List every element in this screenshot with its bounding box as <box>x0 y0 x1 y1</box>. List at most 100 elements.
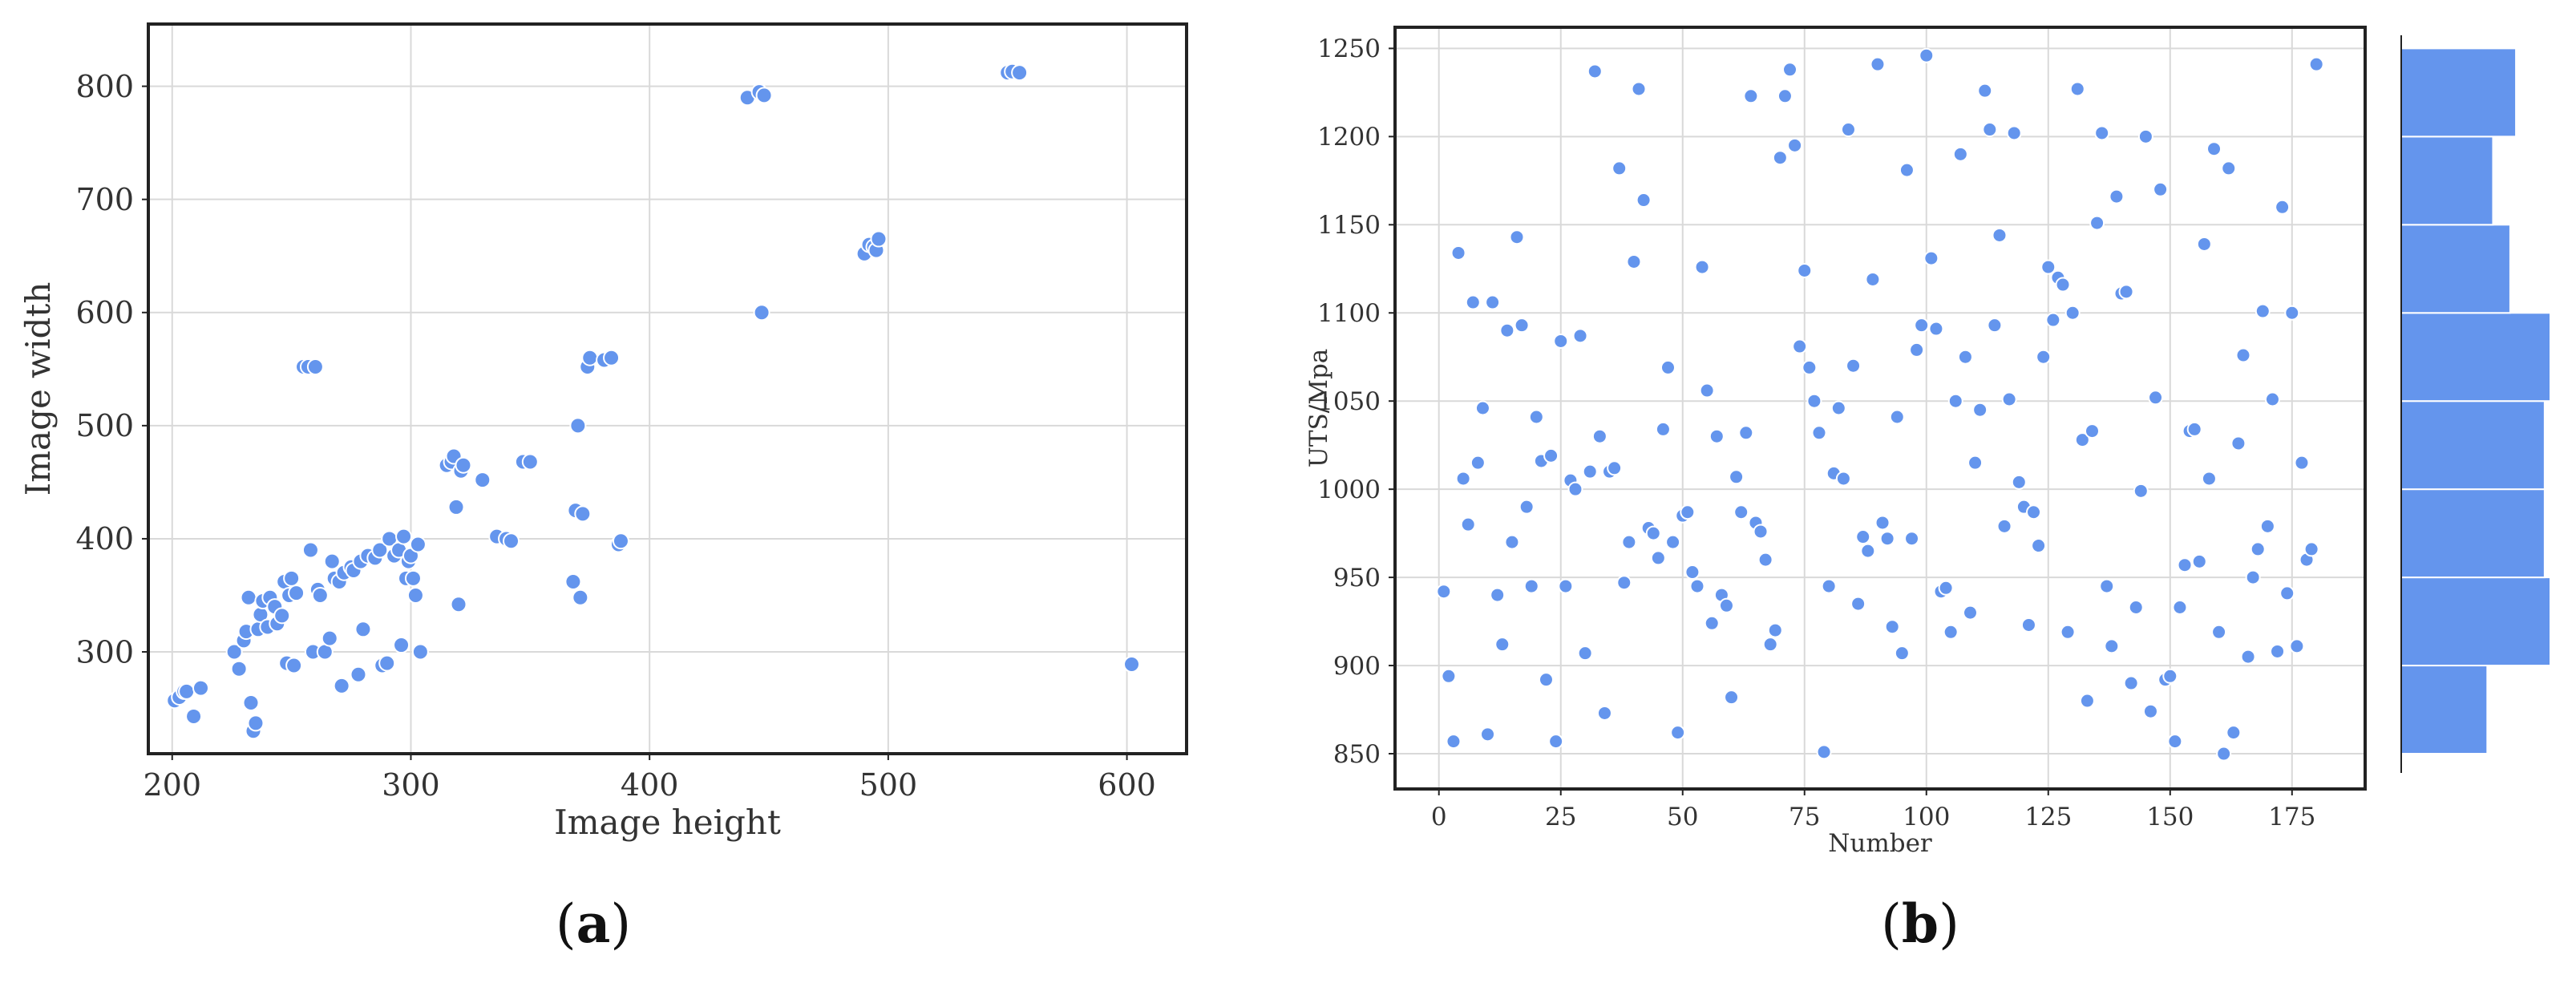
chart-panel-b: 0 25 50 75 100 125 150 175 850 900 950 1000 1050 1100… <box>1304 26 2551 955</box>
scatter-point <box>2191 553 2207 569</box>
scatter-point <box>1665 534 1681 550</box>
scatter-point <box>2060 624 2076 640</box>
scatter-point <box>2226 725 2242 741</box>
scatter-point <box>1943 624 1959 640</box>
scatter-point <box>1465 294 1481 310</box>
y-tick-label: 900 <box>1333 652 1381 681</box>
scatter-point <box>1923 250 1939 266</box>
scatter-point <box>1894 645 1910 661</box>
scatter-point <box>1470 455 1486 471</box>
scatter-point <box>1982 122 1998 138</box>
scatter-point <box>2211 624 2227 640</box>
panel-label: (b) <box>1881 892 1959 955</box>
scatter-point <box>1772 150 1788 166</box>
histogram-bar <box>2400 312 2551 403</box>
y-tick-label: 1050 <box>1317 387 1381 416</box>
scatter-point <box>411 643 429 661</box>
plot-frame <box>1393 26 2367 791</box>
scatter-point <box>1494 637 1510 653</box>
scatter-point <box>2308 56 2324 72</box>
scatter-point <box>2020 617 2036 633</box>
scatter-point <box>581 349 599 366</box>
scatter-point <box>306 358 324 375</box>
y-tick-label: 800 <box>75 69 134 104</box>
scatter-point <box>192 679 209 697</box>
y-tick-label: 950 <box>1333 564 1381 593</box>
scatter-point <box>2221 160 2237 176</box>
scatter-point <box>1485 294 1501 310</box>
scatter-point <box>2001 391 2017 407</box>
scatter-point <box>574 505 592 523</box>
scatter-point <box>230 660 248 678</box>
x-tick-label: 100 <box>1903 803 1950 831</box>
scatter-point <box>474 471 491 489</box>
scatter-point <box>1879 531 1895 547</box>
scatter-point <box>1821 578 1837 594</box>
scatter-point <box>1631 81 1647 97</box>
scatter-point <box>1865 271 1881 287</box>
scatter-point <box>1499 322 1515 338</box>
scatter-point <box>247 714 265 732</box>
scatter-point <box>1972 402 1988 418</box>
scatter-point <box>2206 141 2222 157</box>
scatter-point <box>333 677 350 694</box>
scatter-point <box>1996 518 2012 534</box>
scatter-point <box>1977 83 1993 99</box>
histogram-bar <box>2400 576 2551 667</box>
scatter-point <box>225 643 243 661</box>
scatter-point <box>1777 88 1793 104</box>
chart-panel-a: 200 300 400 500 600 300 400 500 600 700 800 Image h… <box>18 22 1188 955</box>
scatter-point <box>1582 463 1598 479</box>
scatter-point <box>1621 534 1637 550</box>
scatter-point <box>1938 580 1954 596</box>
scatter-point <box>521 453 539 471</box>
scatter-point <box>1572 328 1588 344</box>
scatter-point <box>240 589 257 606</box>
scatter-point <box>1612 160 1628 176</box>
scatter-point <box>178 682 196 700</box>
x-tick-label: 175 <box>2268 803 2315 831</box>
histogram-bar <box>2400 47 2517 138</box>
panel-label-close: ) <box>610 893 631 955</box>
marginal-histogram <box>2400 35 2551 773</box>
x-axis-title: Number <box>1828 829 1932 858</box>
histogram-bar <box>2400 488 2546 579</box>
scatter-point <box>755 87 773 104</box>
histogram-bar <box>2400 665 2489 755</box>
scatter-point <box>2079 693 2095 709</box>
scatter-point <box>354 621 372 638</box>
scatter-point <box>2216 746 2232 762</box>
scatter-point <box>1528 409 1544 425</box>
x-tick-label: 400 <box>621 767 679 803</box>
scatter-point <box>2031 538 2047 554</box>
scatter-point <box>2177 557 2193 573</box>
scatter-point <box>321 629 338 647</box>
scatter-point <box>1782 62 1798 78</box>
scatter-point <box>393 637 410 654</box>
y-tick-label: 500 <box>75 408 134 443</box>
scatter-point <box>1733 504 1749 520</box>
scatter-point <box>1709 428 1725 444</box>
scatter-point <box>2074 432 2090 448</box>
scatter-point <box>1699 382 1715 398</box>
scatter-point <box>1645 525 1661 541</box>
panel-label: (a) <box>556 892 631 955</box>
y-axis-title: UTS/Mpa <box>1304 349 1333 468</box>
y-tick-label: 1000 <box>1317 475 1381 504</box>
scatter-point <box>1650 550 1666 566</box>
scatter-point <box>1704 615 1720 631</box>
y-tick-label: 1100 <box>1317 299 1381 328</box>
y-tick-label: 300 <box>75 634 134 669</box>
scatter-point <box>1480 726 1496 742</box>
scatter-point <box>1850 596 1866 612</box>
scatter-point <box>1899 162 1915 178</box>
scatter-point <box>2109 188 2125 204</box>
scatter-point <box>870 230 888 248</box>
y-tick-label: 400 <box>75 521 134 556</box>
x-axis-title: Image height <box>554 803 781 842</box>
scatter-point <box>1870 56 1886 72</box>
scatter-point <box>2240 649 2256 665</box>
scatter-point <box>603 349 621 366</box>
x-tick-label: 50 <box>1667 803 1698 831</box>
scatter-point <box>2133 483 2149 499</box>
